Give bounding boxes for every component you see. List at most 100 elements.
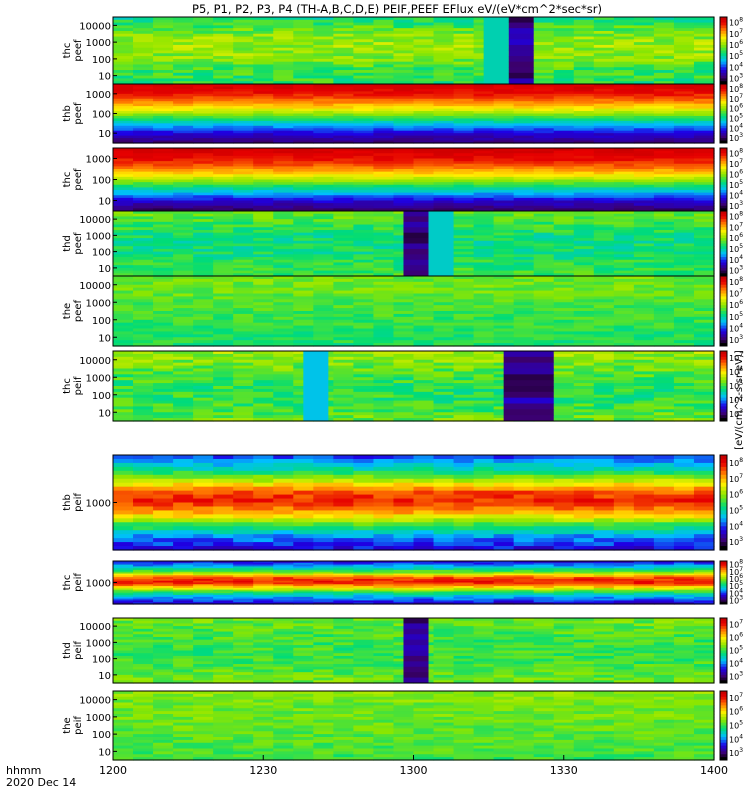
heatmap-cell [353,510,374,515]
heatmap-cell [233,467,254,472]
heatmap-cell [213,526,234,531]
heatmap-cell [293,506,314,511]
heatmap-cell [353,479,374,484]
heatmap-cell [313,534,334,539]
heatmap-cell [253,510,274,515]
heatmap-cell [353,534,374,539]
heatmap-cell [373,459,394,464]
heatmap-cell [113,538,134,543]
heatmap-cell [233,526,254,531]
heatmap-cell [333,542,354,547]
heatmap-cell [193,522,214,527]
heatmap-cell [113,495,134,500]
heatmap-cell [273,471,294,476]
event-stripe [509,51,534,57]
heatmap-cell [133,487,154,492]
heatmap-cell [133,514,154,519]
colorbar-segment [720,377,727,380]
heatmap-cell [153,510,174,515]
colorbar-tick-label: 106 [729,232,743,243]
heatmap-cell [113,467,134,472]
colorbar-segment [720,337,727,340]
heatmap-cell [393,459,414,464]
heatmap-cell [213,491,234,496]
event-stripe [509,56,534,62]
heatmap-cell [333,514,354,519]
heatmap-cell [273,487,294,492]
y-tick-label: 1000 [86,298,111,309]
heatmap-cell [273,459,294,464]
colorbar-segment [720,354,727,357]
heatmap-cell [273,530,294,535]
heatmap-cell [113,542,134,547]
heatmap-cell [173,459,194,464]
heatmap-cell [133,455,154,460]
heatmap-cell [153,530,174,535]
heatmap-cell [153,514,174,519]
heatmap-cell [313,491,334,496]
event-stripe [403,216,428,222]
heatmap-cell [293,518,314,523]
heatmap-cell [293,471,314,476]
event-stripe [509,45,534,51]
heatmap-cell [133,526,154,531]
heatmap-cell [313,526,334,531]
heatmap-cell [353,487,374,492]
heatmap-cell [253,518,274,523]
heatmap-cell [353,506,374,511]
colorbar-segment [720,291,727,294]
heatmap-cell [233,518,254,523]
heatmap-cell [353,522,374,527]
colorbar-segment [720,369,727,372]
heatmap-cell [133,510,154,515]
event-block [429,211,454,276]
heatmap-cell [313,538,334,543]
heatmap-cell [353,503,374,508]
colorbar-tick-label: 103 [729,72,743,83]
heatmap-cell [113,503,134,508]
heatmap-cell [393,495,414,500]
heatmap-cell [113,455,134,460]
heatmap-cell [173,503,194,508]
heatmap-cell [193,463,214,468]
heatmap-cell [233,479,254,484]
heatmap-cell [293,530,314,535]
heatmap-cell [393,483,414,488]
heatmap-cell [193,530,214,535]
heatmap-cell [373,467,394,472]
heatmap-cell [193,487,214,492]
colorbar-tick-label: 108 [729,210,743,221]
instrument-label: peef [73,39,84,62]
probe-label: thc [62,43,73,59]
event-stripe [504,363,554,369]
heatmap-cell [353,530,374,535]
heatmap-cell [273,522,294,527]
heatmap-cell [173,510,194,515]
colorbar-segment [720,326,727,329]
y-tick-label: 10 [98,408,111,419]
event-stripe [403,222,428,228]
heatmap-cell [393,522,414,527]
event-stripe [504,392,554,398]
heatmap-cell [333,495,354,500]
heatmap-cell [333,455,354,460]
heatmap-cell [393,499,414,504]
colorbar-tick-label: 103 [729,200,743,211]
event-stripe [403,260,428,266]
heatmap-cell [173,495,194,500]
heatmap-cell [313,510,334,515]
heatmap-cells [113,84,715,144]
heatmap-cell [133,506,154,511]
heatmap-cell [253,526,274,531]
event-block [504,351,554,421]
heatmap-cell [393,518,414,523]
colorbar-segment [720,371,727,374]
heatmap-cell [213,463,234,468]
instrument-label: peif [73,376,84,395]
event-stripe [403,249,428,255]
colorbar-segment [720,374,727,377]
heatmap-cell [173,471,194,476]
heatmap-cell [193,542,214,547]
